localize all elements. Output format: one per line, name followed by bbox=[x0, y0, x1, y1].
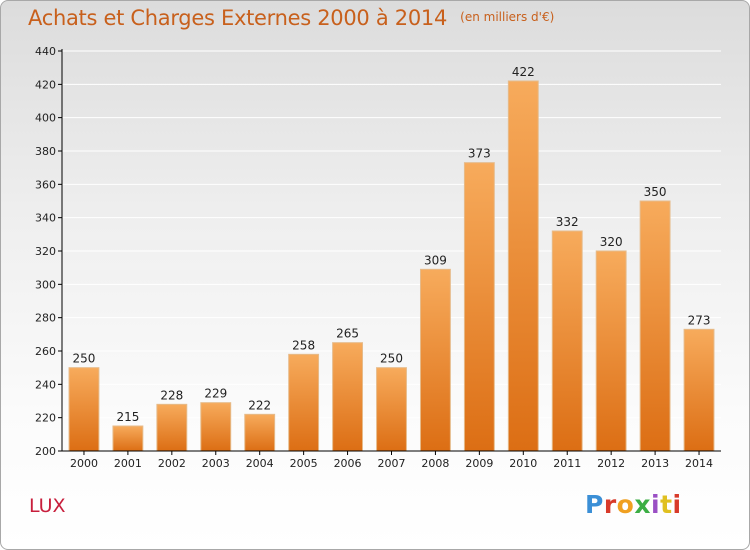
title-row: Achats et Charges Externes 2000 à 2014 (… bbox=[28, 6, 554, 30]
bar-value-label: 258 bbox=[292, 338, 315, 352]
bar-value-label: 228 bbox=[160, 388, 183, 402]
bar-value-label: 350 bbox=[644, 185, 667, 199]
bar-value-label: 373 bbox=[468, 147, 491, 161]
bar-value-label: 273 bbox=[688, 313, 711, 327]
bar bbox=[68, 367, 100, 452]
logo-letter: P bbox=[585, 490, 604, 519]
y-tick-label: 360 bbox=[35, 178, 56, 191]
x-tick-label: 2008 bbox=[421, 457, 449, 470]
bar-value-label: 215 bbox=[116, 410, 139, 424]
bar-value-label: 422 bbox=[512, 65, 535, 79]
chart-subtitle: (en milliers d'€) bbox=[460, 10, 555, 24]
x-tick-label: 2004 bbox=[246, 457, 274, 470]
bar bbox=[112, 425, 144, 452]
x-tick-label: 2009 bbox=[465, 457, 493, 470]
logo-letter: t bbox=[660, 490, 673, 519]
x-tick-label: 2011 bbox=[553, 457, 581, 470]
bars-layer bbox=[68, 80, 715, 452]
bar-value-label: 229 bbox=[204, 387, 227, 401]
bar-value-label: 309 bbox=[424, 253, 447, 267]
axis-layer bbox=[58, 49, 721, 455]
bar bbox=[551, 230, 583, 452]
y-tick-label: 240 bbox=[35, 378, 56, 391]
x-tick-label: 2005 bbox=[290, 457, 318, 470]
bar bbox=[419, 268, 451, 452]
y-tick-label: 320 bbox=[35, 245, 56, 258]
bar-value-label: 250 bbox=[380, 352, 403, 366]
bar bbox=[332, 342, 364, 452]
x-tick-label: 2007 bbox=[378, 457, 406, 470]
bar-value-label: 250 bbox=[73, 352, 96, 366]
y-tick-label: 300 bbox=[35, 278, 56, 291]
logo-letter: i bbox=[672, 490, 682, 519]
y-tick-label: 380 bbox=[35, 145, 56, 158]
x-tick-label: 2006 bbox=[334, 457, 362, 470]
bar bbox=[507, 80, 539, 452]
y-tick-label: 440 bbox=[35, 45, 56, 58]
commune-name: LUX bbox=[29, 495, 66, 517]
bar bbox=[376, 367, 407, 452]
bar bbox=[156, 403, 188, 452]
y-tick-label: 200 bbox=[35, 445, 56, 458]
y-tick-label: 340 bbox=[35, 212, 56, 225]
bar-value-label: 265 bbox=[336, 327, 359, 341]
bar bbox=[200, 402, 232, 452]
bar-value-label: 332 bbox=[556, 215, 579, 229]
labels-layer: 200 220 240 260 280 300 320 340 360 380 400 420 440 2… bbox=[35, 45, 713, 470]
y-tick-label: 260 bbox=[35, 345, 56, 358]
logo-letter: x bbox=[634, 490, 651, 519]
bar-value-label: 222 bbox=[248, 398, 271, 412]
bar bbox=[595, 250, 627, 452]
logo-letter: r bbox=[603, 490, 617, 519]
y-tick-label: 420 bbox=[35, 78, 56, 91]
x-tick-label: 2010 bbox=[509, 457, 537, 470]
logo-letter: i bbox=[651, 490, 661, 519]
x-tick-label: 2014 bbox=[685, 457, 713, 470]
x-tick-label: 2013 bbox=[641, 457, 669, 470]
bar-value-label: 320 bbox=[600, 235, 623, 249]
bar bbox=[463, 162, 495, 452]
x-tick-label: 2002 bbox=[158, 457, 186, 470]
bar bbox=[639, 200, 671, 452]
x-tick-label: 2012 bbox=[597, 457, 625, 470]
bar bbox=[244, 413, 276, 452]
logo-letter: o bbox=[616, 490, 635, 519]
x-tick-label: 2003 bbox=[202, 457, 230, 470]
y-tick-label: 280 bbox=[35, 312, 56, 325]
y-tick-label: 400 bbox=[35, 112, 56, 125]
x-tick-label: 2001 bbox=[114, 457, 142, 470]
chart-title: Achats et Charges Externes 2000 à 2014 bbox=[28, 6, 448, 30]
bar bbox=[683, 328, 715, 452]
x-tick-label: 2000 bbox=[70, 457, 98, 470]
bar bbox=[288, 353, 320, 452]
y-tick-label: 220 bbox=[35, 412, 56, 425]
proxiti-logo[interactable]: Proxiti bbox=[585, 490, 682, 519]
